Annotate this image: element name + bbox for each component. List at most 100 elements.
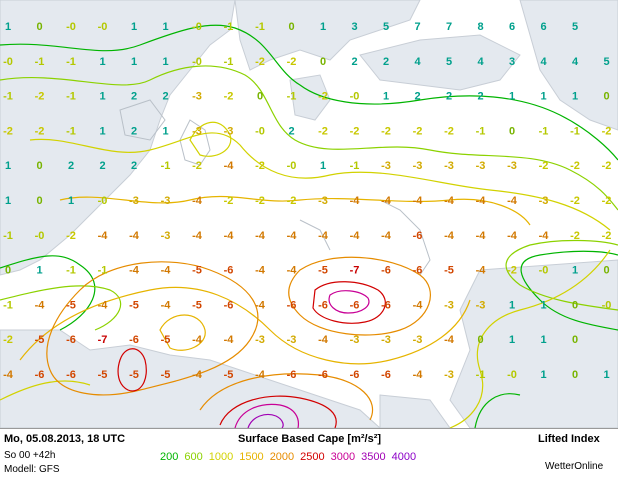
lifted-index-value: -4	[287, 265, 298, 277]
lifted-index-value: 1	[162, 21, 168, 33]
lifted-index-value: -5	[129, 299, 139, 311]
map-footer: Mo, 05.08.2013, 18 UTC So 00 +42h Modell…	[0, 428, 618, 478]
lifted-index-value: -2	[318, 91, 328, 103]
lifted-index-value: 1	[5, 195, 11, 207]
lifted-index-value: -3	[381, 160, 391, 172]
lifted-index-value: -7	[350, 265, 360, 277]
lifted-index-value: 0	[36, 21, 42, 33]
lifted-index-value: 2	[99, 160, 105, 172]
lifted-index-value: -4	[318, 334, 329, 346]
lifted-index-value: 1	[68, 195, 74, 207]
lifted-index-value: -5	[98, 369, 108, 381]
lifted-index-value: 4	[572, 56, 579, 68]
lifted-index-value: 0	[572, 369, 578, 381]
legend-item: 3500	[361, 451, 386, 463]
lifted-index-value: -0	[192, 56, 202, 68]
lifted-index-value: 1	[572, 265, 578, 277]
lifted-index-value: -2	[381, 125, 391, 137]
lifted-index-value: -4	[192, 334, 203, 346]
lifted-index-value: -1	[570, 125, 580, 137]
lifted-index-value: -1	[66, 125, 76, 137]
lifted-index-value: -5	[318, 265, 328, 277]
lifted-index-value: -1	[3, 91, 13, 103]
lifted-index-value: -6	[350, 369, 360, 381]
lifted-index-value: -2	[255, 56, 265, 68]
lifted-index-value: 1	[131, 21, 137, 33]
cape-legend: 200 600 1000 1500 2000 2500 3000 3500 4000	[160, 451, 422, 463]
lifted-index-value: 0	[603, 91, 609, 103]
lifted-index-value: -3	[476, 160, 486, 172]
lifted-index-value: -5	[35, 334, 45, 346]
lifted-index-value: -0	[98, 195, 108, 207]
lifted-index-value: 0	[36, 195, 42, 207]
lifted-index-value: -0	[602, 299, 612, 311]
lifted-index-value: -4	[381, 230, 392, 242]
lifted-index-value: 6	[540, 21, 546, 33]
lifted-index-value: 0	[320, 56, 326, 68]
lifted-index-value: 1	[383, 91, 389, 103]
lifted-index-value: -2	[224, 195, 234, 207]
legend-item: 600	[184, 451, 203, 463]
lifted-index-value: -2	[287, 56, 297, 68]
lifted-index-value: -3	[161, 230, 171, 242]
lifted-index-value: -5	[224, 369, 234, 381]
lifted-index-value: 1	[509, 299, 515, 311]
lifted-index-value: -4	[224, 160, 235, 172]
lifted-index-value: -1	[287, 91, 297, 103]
lifted-index-value: -6	[413, 230, 423, 242]
lifted-index-value: -3	[539, 195, 549, 207]
lifted-index-value: 2	[414, 91, 420, 103]
lifted-index-value: 5	[446, 56, 452, 68]
lifted-index-value: -6	[318, 369, 328, 381]
lifted-index-value: 2	[131, 160, 137, 172]
lifted-index-value: -3	[192, 91, 202, 103]
lifted-index-value: -4	[161, 265, 172, 277]
lifted-index-value: 1	[5, 21, 11, 33]
lifted-index-value: -4	[192, 195, 203, 207]
lifted-index-value: -2	[570, 160, 580, 172]
lifted-index-value: -3	[413, 334, 423, 346]
weather-map: 1 0 -0 -0 1 1 -0 -1 -1 0 1 3 5 7 7 8 6 6 5 -0 -1 -1 1 1 1 -0 -1 -2 -…	[0, 0, 618, 429]
lifted-index-value: -6	[35, 369, 45, 381]
lifted-index-value: 6	[509, 21, 515, 33]
lifted-index-value: -2	[35, 125, 45, 137]
lifted-index-value: -3	[444, 299, 454, 311]
lifted-index-value: -2	[507, 265, 517, 277]
lifted-index-value: -4	[129, 230, 140, 242]
lifted-index-value: -1	[98, 265, 108, 277]
lifted-index-value: -6	[129, 334, 139, 346]
lifted-index-value: 1	[5, 160, 11, 172]
lifted-index-value: -3	[192, 125, 202, 137]
lifted-index-value: 8	[477, 21, 483, 33]
lifted-index-value: -2	[570, 195, 580, 207]
lifted-index-value: 5	[383, 21, 389, 33]
lifted-index-value: -4	[381, 195, 392, 207]
lifted-index-value: -1	[3, 230, 13, 242]
lifted-index-value: -4	[255, 299, 266, 311]
lifted-index-value: 1	[540, 334, 546, 346]
lifted-index-value: -5	[192, 265, 202, 277]
lifted-index-value: 7	[446, 21, 452, 33]
lifted-index-value: 0	[5, 265, 11, 277]
lifted-index-value: 1	[99, 91, 105, 103]
lifted-index-value: 0	[288, 21, 294, 33]
lifted-index-value: -1	[255, 21, 265, 33]
map-canvas: 1 0 -0 -0 1 1 -0 -1 -1 0 1 3 5 7 7 8 6 6 5 -0 -1 -1 1 1 1 -0 -1 -2 -…	[0, 0, 618, 429]
lifted-index-value: 1	[99, 125, 105, 137]
lifted-index-value: -1	[66, 56, 76, 68]
lifted-index-value: -4	[476, 265, 487, 277]
legend-item: 4000	[391, 451, 417, 463]
lifted-index-value: -2	[255, 195, 265, 207]
lifted-index-value: -1	[476, 125, 486, 137]
lifted-index-value: 1	[540, 91, 546, 103]
lifted-index-value: -3	[224, 125, 234, 137]
lifted-index-value: -2	[192, 160, 202, 172]
lifted-index-value: -1	[66, 265, 76, 277]
sea-areas	[0, 0, 618, 429]
lifted-index-value: 1	[540, 369, 546, 381]
lifted-index-value: 1	[540, 299, 546, 311]
lifted-index-value: -1	[350, 160, 360, 172]
lifted-index-value: -0	[287, 160, 297, 172]
lifted-index-value: -4	[35, 299, 46, 311]
lifted-index-value: -5	[161, 334, 171, 346]
